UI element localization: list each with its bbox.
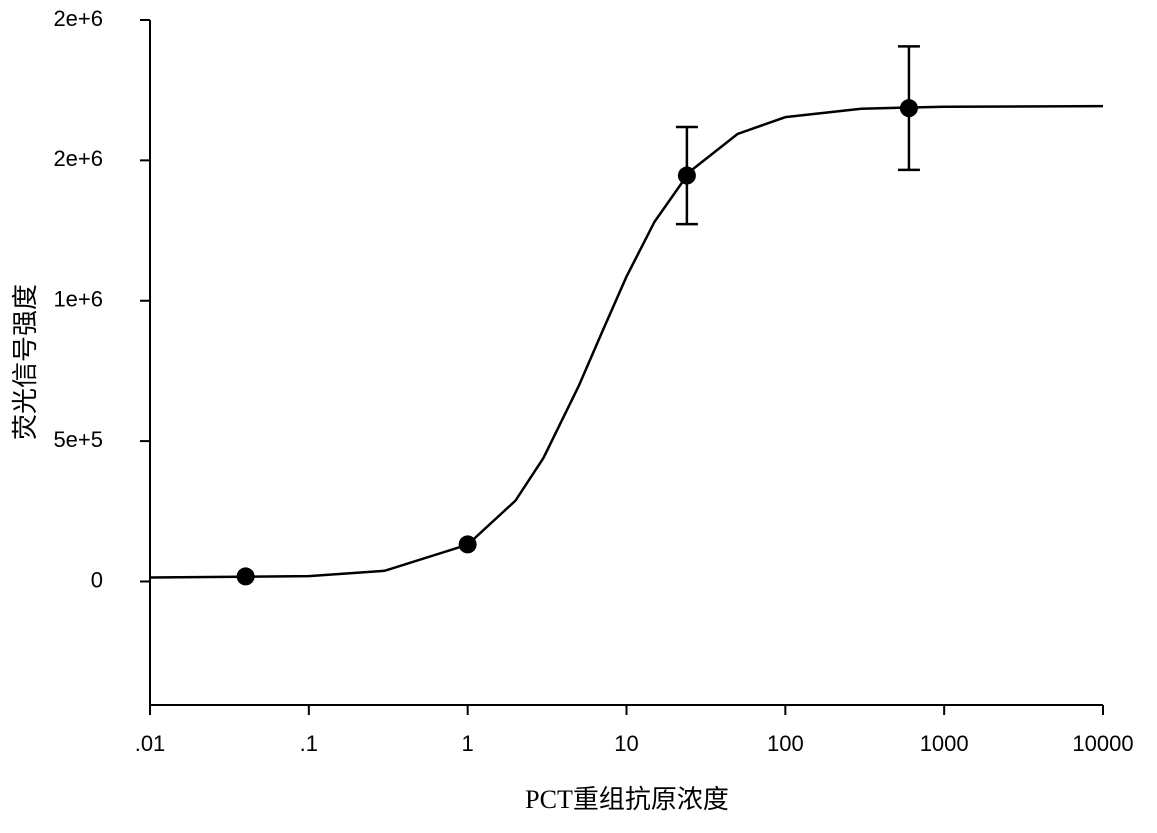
x-tick-label: .1: [300, 731, 318, 756]
y-tick-label: 1e+6: [53, 287, 103, 312]
fit-curve: [150, 106, 1103, 577]
x-tick-label: 1: [462, 731, 474, 756]
x-tick-label: .01: [135, 731, 166, 756]
data-point: [237, 567, 255, 585]
y-tick-label: 0: [91, 567, 103, 592]
x-axis-label: PCT重组抗原浓度: [525, 785, 729, 814]
chart: PCT重组抗原浓度 荧光信号强度 0 5e+5 1e+6 2e+6 2e+6 .01 .1 1…: [0, 0, 1157, 833]
x-tick-label: 100: [767, 731, 804, 756]
y-tick-label: 5e+5: [53, 427, 103, 452]
data-point: [900, 99, 918, 117]
y-axis-label: 荧光信号强度: [11, 284, 40, 440]
x-tick-label: 1000: [920, 731, 969, 756]
y-tick-label: 2e+6: [53, 146, 103, 171]
x-tick-label: 10000: [1072, 731, 1133, 756]
data-point: [459, 535, 477, 553]
x-tick-label: 10: [614, 731, 638, 756]
data-point: [678, 167, 696, 185]
y-tick-label: 2e+6: [53, 6, 103, 31]
